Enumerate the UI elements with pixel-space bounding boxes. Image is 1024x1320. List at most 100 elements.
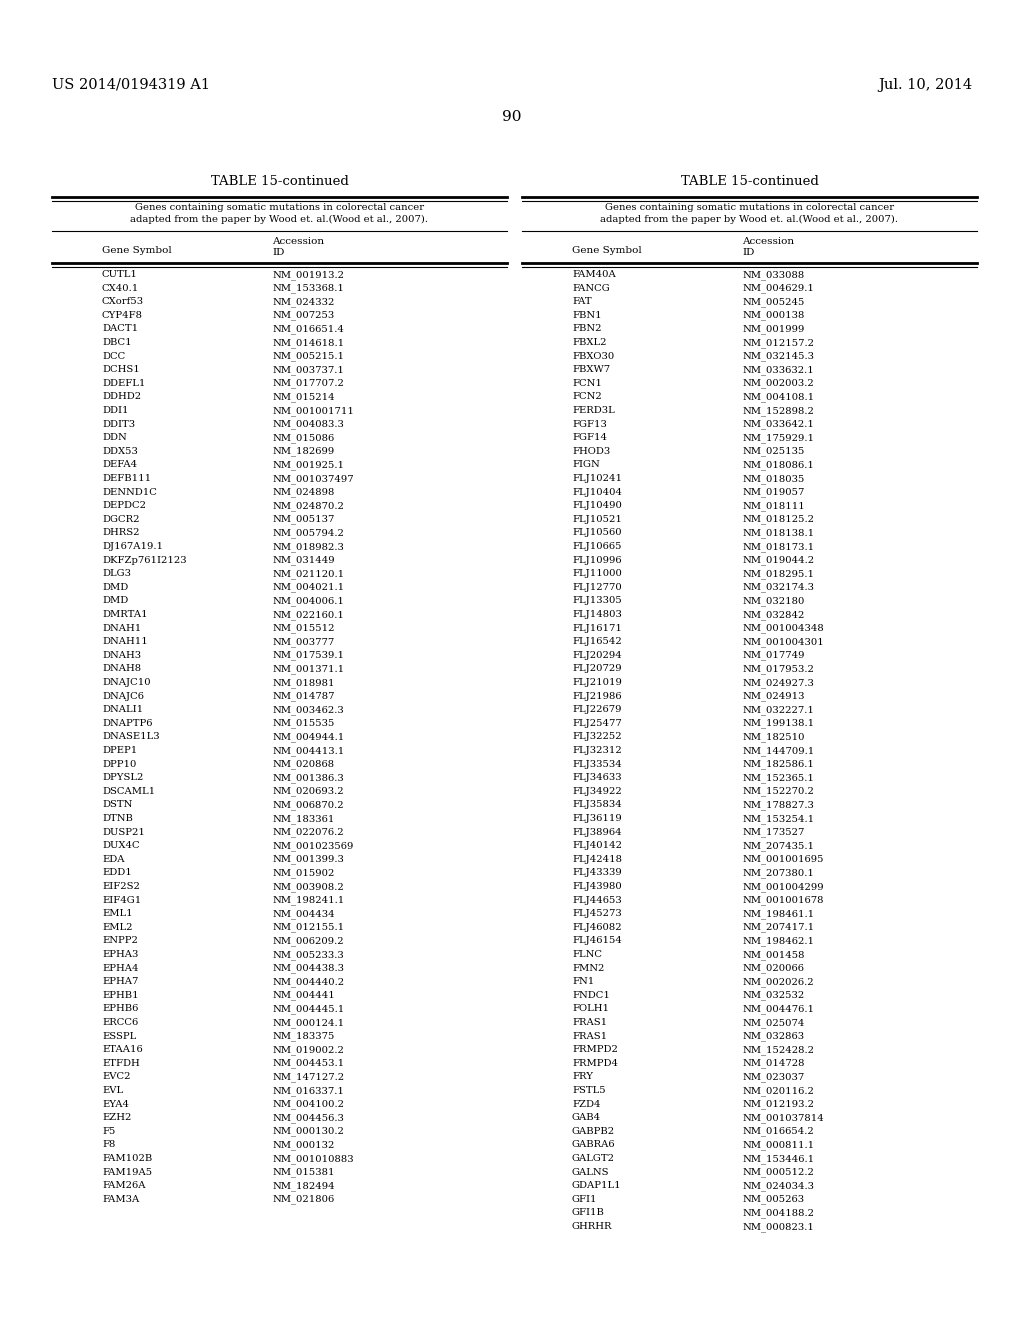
Text: NM_000138: NM_000138	[742, 310, 805, 321]
Text: NM_004006.1: NM_004006.1	[272, 597, 344, 606]
Text: FCN2: FCN2	[572, 392, 602, 401]
Text: FLJ13305: FLJ13305	[572, 597, 622, 606]
Text: EVC2: EVC2	[102, 1072, 130, 1081]
Text: NM_005215.1: NM_005215.1	[272, 351, 344, 362]
Text: NM_003737.1: NM_003737.1	[272, 366, 344, 375]
Text: DNAH11: DNAH11	[102, 638, 147, 647]
Text: GABPB2: GABPB2	[572, 1127, 615, 1135]
Text: NM_004440.2: NM_004440.2	[272, 977, 344, 987]
Text: NM_003462.3: NM_003462.3	[272, 705, 344, 715]
Text: FLJ42418: FLJ42418	[572, 855, 622, 863]
Text: DNAH1: DNAH1	[102, 623, 141, 632]
Text: DNALI1: DNALI1	[102, 705, 143, 714]
Text: NM_153368.1: NM_153368.1	[272, 284, 344, 293]
Text: GDAP1L1: GDAP1L1	[572, 1181, 622, 1191]
Text: FLJ10521: FLJ10521	[572, 515, 622, 524]
Text: FLNC: FLNC	[572, 950, 602, 960]
Text: NM_198461.1: NM_198461.1	[742, 909, 814, 919]
Text: FLJ46154: FLJ46154	[572, 936, 622, 945]
Text: DUX4C: DUX4C	[102, 841, 139, 850]
Text: FN1: FN1	[572, 977, 594, 986]
Text: DPYSL2: DPYSL2	[102, 774, 143, 783]
Text: NM_025074: NM_025074	[742, 1018, 805, 1028]
Text: Jul. 10, 2014: Jul. 10, 2014	[878, 78, 972, 92]
Text: DSTN: DSTN	[102, 800, 132, 809]
Text: FLJ32252: FLJ32252	[572, 733, 622, 742]
Text: NM_000130.2: NM_000130.2	[272, 1127, 344, 1137]
Text: NM_018125.2: NM_018125.2	[742, 515, 814, 524]
Text: NM_021120.1: NM_021120.1	[272, 569, 344, 579]
Text: NM_001023569: NM_001023569	[272, 841, 353, 851]
Text: NM_020066: NM_020066	[742, 964, 804, 973]
Text: TABLE 15-continued: TABLE 15-continued	[681, 176, 818, 187]
Text: NM_004108.1: NM_004108.1	[742, 392, 814, 403]
Text: NM_015381: NM_015381	[272, 1168, 335, 1177]
Text: DDHD2: DDHD2	[102, 392, 141, 401]
Text: GALNS: GALNS	[572, 1168, 609, 1176]
Text: NM_182510: NM_182510	[742, 733, 805, 742]
Text: NM_015902: NM_015902	[272, 869, 335, 878]
Text: NM_012155.1: NM_012155.1	[272, 923, 344, 932]
Text: DNAH8: DNAH8	[102, 664, 141, 673]
Text: EVL: EVL	[102, 1086, 123, 1096]
Text: FLJ40142: FLJ40142	[572, 841, 622, 850]
Text: NM_004441: NM_004441	[272, 991, 335, 1001]
Text: NM_183361: NM_183361	[272, 814, 335, 824]
Text: DMD: DMD	[102, 597, 128, 606]
Text: NM_001925.1: NM_001925.1	[272, 461, 344, 470]
Text: NM_004445.1: NM_004445.1	[272, 1005, 344, 1014]
Text: DSCAML1: DSCAML1	[102, 787, 155, 796]
Text: NM_207435.1: NM_207435.1	[742, 841, 814, 851]
Text: FLJ35834: FLJ35834	[572, 800, 622, 809]
Text: NM_198241.1: NM_198241.1	[272, 895, 344, 906]
Text: NM_001399.3: NM_001399.3	[272, 855, 344, 865]
Text: DJ167A19.1: DJ167A19.1	[102, 543, 163, 550]
Text: NM_014787: NM_014787	[272, 692, 335, 701]
Text: FAM102B: FAM102B	[102, 1154, 153, 1163]
Text: NM_004456.3: NM_004456.3	[272, 1113, 344, 1123]
Text: EZH2: EZH2	[102, 1113, 131, 1122]
Text: FLJ46082: FLJ46082	[572, 923, 622, 932]
Text: DMD: DMD	[102, 583, 128, 591]
Text: NM_003777: NM_003777	[272, 638, 334, 647]
Text: DNASE1L3: DNASE1L3	[102, 733, 160, 742]
Text: DBC1: DBC1	[102, 338, 132, 347]
Text: NM_022160.1: NM_022160.1	[272, 610, 344, 619]
Text: GFI1: GFI1	[572, 1195, 597, 1204]
Text: NM_144709.1: NM_144709.1	[742, 746, 814, 755]
Text: NM_015512: NM_015512	[272, 623, 335, 634]
Text: NM_018138.1: NM_018138.1	[742, 528, 814, 539]
Text: NM_016651.4: NM_016651.4	[272, 325, 344, 334]
Text: EPHA3: EPHA3	[102, 950, 138, 960]
Text: FLJ10490: FLJ10490	[572, 502, 622, 511]
Text: NM_152365.1: NM_152365.1	[742, 774, 814, 783]
Text: Genes containing somatic mutations in colorectal cancer
adapted from the paper b: Genes containing somatic mutations in co…	[600, 203, 898, 223]
Text: DUSP21: DUSP21	[102, 828, 144, 837]
Text: NM_032227.1: NM_032227.1	[742, 705, 814, 715]
Text: FAM3A: FAM3A	[102, 1195, 139, 1204]
Text: FOLH1: FOLH1	[572, 1005, 609, 1014]
Text: FLJ32312: FLJ32312	[572, 746, 622, 755]
Text: FLJ12770: FLJ12770	[572, 583, 622, 591]
Text: FLJ14803: FLJ14803	[572, 610, 622, 619]
Text: NM_021806: NM_021806	[272, 1195, 334, 1204]
Text: NM_015086: NM_015086	[272, 433, 334, 444]
Text: NM_018086.1: NM_018086.1	[742, 461, 814, 470]
Text: NM_012157.2: NM_012157.2	[742, 338, 814, 347]
Text: NM_015214: NM_015214	[272, 392, 335, 403]
Text: US 2014/0194319 A1: US 2014/0194319 A1	[52, 78, 210, 92]
Text: FGF14: FGF14	[572, 433, 607, 442]
Text: EPHA7: EPHA7	[102, 977, 138, 986]
Text: NM_152270.2: NM_152270.2	[742, 787, 814, 796]
Text: NM_005263: NM_005263	[742, 1195, 804, 1204]
Text: DCC: DCC	[102, 351, 125, 360]
Text: FBXW7: FBXW7	[572, 366, 610, 374]
Text: NM_005794.2: NM_005794.2	[272, 528, 344, 539]
Text: DHRS2: DHRS2	[102, 528, 139, 537]
Text: NM_024034.3: NM_024034.3	[742, 1181, 814, 1191]
Text: NM_018111: NM_018111	[742, 502, 805, 511]
Text: DEFA4: DEFA4	[102, 461, 137, 470]
Text: NM_016654.2: NM_016654.2	[742, 1127, 814, 1137]
Text: DPP10: DPP10	[102, 759, 136, 768]
Text: EDD1: EDD1	[102, 869, 132, 878]
